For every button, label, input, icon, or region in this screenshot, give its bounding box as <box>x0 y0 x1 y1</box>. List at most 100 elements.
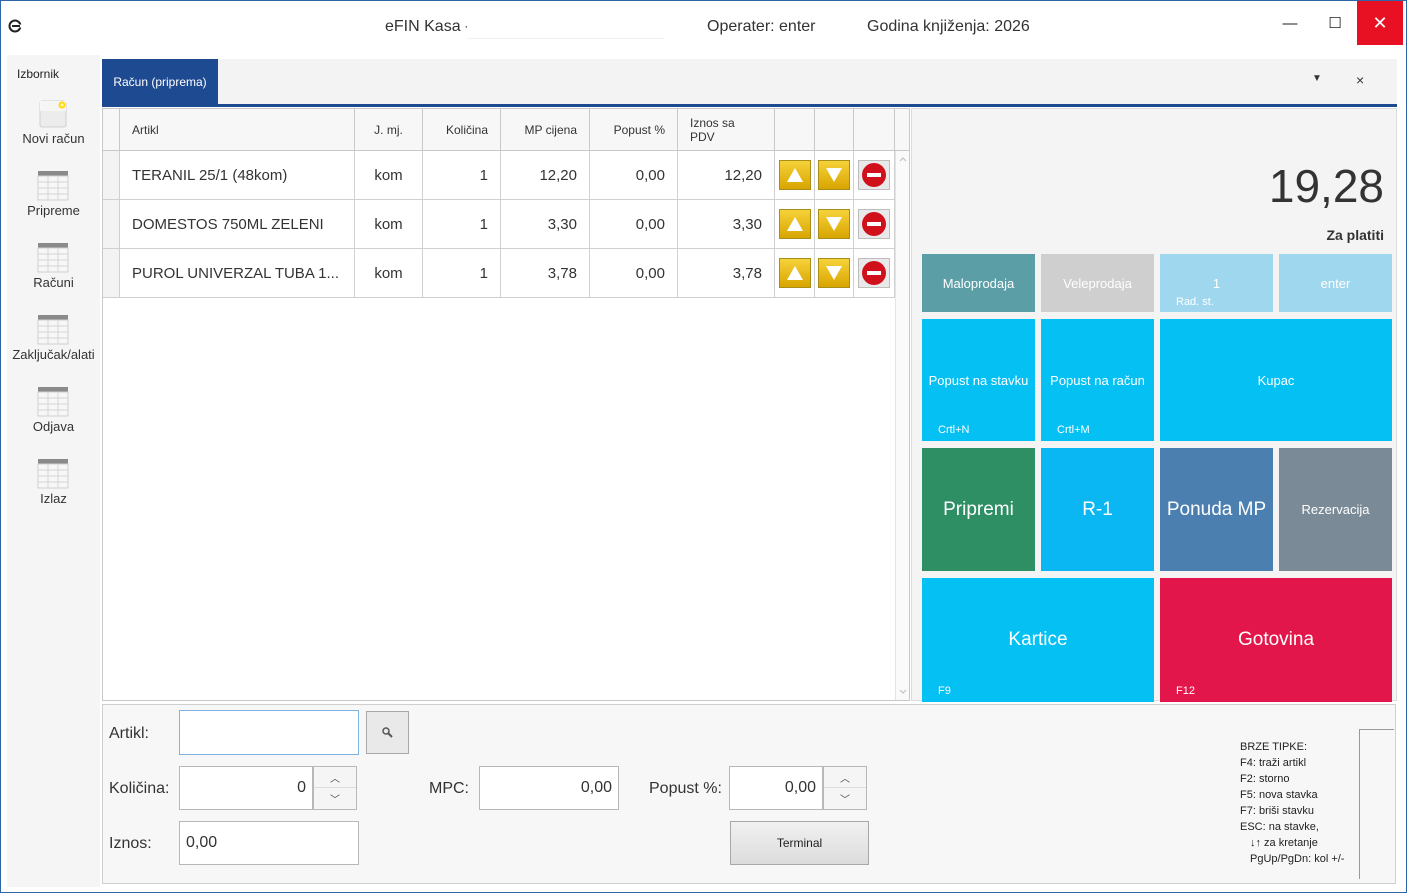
arrow-up-icon <box>787 217 803 231</box>
search-button[interactable] <box>366 711 409 754</box>
tile-label: Ponuda MP <box>1166 498 1267 520</box>
gotovina-button[interactable]: Gotovina F12 <box>1160 578 1392 702</box>
item-input-panel: Artikl: Količina: 0 ︿ ﹀ MPC: 0,00 Popust… <box>102 704 1396 884</box>
tile-label: Popust na stavku <box>928 372 1029 388</box>
row-selector[interactable] <box>103 151 120 199</box>
arrow-up-icon <box>787 168 803 182</box>
chevron-up-icon[interactable]: ︿ <box>314 767 356 788</box>
column-header-artikl[interactable]: Artikl <box>120 109 355 151</box>
cell-delete <box>854 151 895 199</box>
window-title: eFIN Kasa - <box>385 18 471 35</box>
hotkeys-line: F5: nova stavka <box>1240 789 1318 801</box>
tile-label: Gotovina <box>1237 629 1315 650</box>
arrow-down-icon <box>826 217 842 231</box>
popust-input[interactable]: 0,00 <box>729 766 823 810</box>
row-selector[interactable] <box>103 249 120 297</box>
quantity-down-button[interactable] <box>818 258 850 288</box>
kupac-button[interactable]: Kupac <box>1160 319 1392 441</box>
maloprodaja-button[interactable]: Maloprodaja <box>922 254 1035 312</box>
sidebar-item-label: Novi račun <box>22 131 85 146</box>
sidebar-item-novi-racun[interactable]: Novi račun <box>7 97 100 165</box>
tile-label: Rezervacija <box>1301 502 1370 517</box>
pripremi-button[interactable]: Pripremi <box>922 448 1035 571</box>
minimize-button[interactable]: — <box>1282 14 1298 32</box>
delete-item-button[interactable] <box>858 209 890 239</box>
chevron-down-icon[interactable]: ﹀ <box>840 795 850 806</box>
kolicina-stepper[interactable]: ︿ ﹀ <box>313 766 357 810</box>
rad-st-label: Rad. st. <box>1176 296 1214 308</box>
total-label: Za platiti <box>1326 227 1384 243</box>
scroll-down-icon[interactable] <box>896 686 910 698</box>
mpc-input[interactable]: 0,00 <box>479 766 619 810</box>
cell-jmj: kom <box>355 249 423 297</box>
artikl-label: Artikl: <box>109 725 149 742</box>
hotkeys-frame <box>1359 729 1394 879</box>
hotkeys-line: PgUp/PgDn: kol +/- <box>1250 853 1345 865</box>
chevron-up-icon[interactable]: ︿ <box>824 767 866 788</box>
tile-label: Kartice <box>1008 629 1068 650</box>
popust-na-racun-button[interactable]: Popust na račun Crtl+M <box>1041 319 1154 441</box>
hotkeys-line: BRZE TIPKE: <box>1240 741 1308 753</box>
maximize-button[interactable]: ☐ <box>1328 15 1342 32</box>
quantity-up-button[interactable] <box>779 209 811 239</box>
tile-label: Kupac <box>1257 372 1295 388</box>
cell-down <box>815 151 854 199</box>
cell-up <box>775 200 815 248</box>
total-amount: 19,28 <box>1268 160 1384 212</box>
operator-button[interactable]: enter <box>1279 254 1392 312</box>
r1-button[interactable]: R-1 <box>1041 448 1154 571</box>
tile-label: enter <box>1320 275 1351 291</box>
delete-item-button[interactable] <box>858 258 890 288</box>
tab-underline <box>102 104 1397 107</box>
table-row[interactable]: DOMESTOS 750ML ZELENI kom 1 3,30 0,00 3,… <box>103 200 895 249</box>
sidebar-item-pripreme[interactable]: Pripreme <box>7 169 100 237</box>
table-row[interactable]: PUROL UNIVERZAL TUBA 1... kom 1 3,78 0,0… <box>103 249 895 298</box>
rezervacija-button[interactable]: Rezervacija <box>1279 448 1392 571</box>
column-header-jmj[interactable]: J. mj. <box>355 109 423 151</box>
terminal-button[interactable]: Terminal <box>730 821 869 865</box>
cell-artikl: TERANIL 25/1 (48kom) <box>120 151 355 199</box>
column-header-iznos[interactable]: Iznos sa PDV <box>678 109 775 151</box>
iznos-input[interactable]: 0,00 <box>179 821 359 865</box>
tab-racun-priprema[interactable]: Račun (priprema) <box>102 59 218 104</box>
kolicina-input[interactable]: 0 <box>179 766 313 810</box>
sidebar-item-label: Odjava <box>32 419 75 434</box>
sidebar-item-izlaz[interactable]: Izlaz <box>7 457 100 525</box>
kartice-button[interactable]: Kartice F9 <box>922 578 1154 702</box>
veleprodaja-button[interactable]: Veleprodaja <box>1041 254 1154 312</box>
quantity-down-button[interactable] <box>818 209 850 239</box>
close-window-button[interactable]: ✕ <box>1357 1 1403 45</box>
scroll-up-icon[interactable] <box>896 153 910 165</box>
cell-down <box>815 200 854 248</box>
grid-header: Artikl J. mj. Količina MP cijena Popust … <box>103 109 909 151</box>
column-header-kolicina[interactable]: Količina <box>423 109 501 151</box>
popust-na-stavku-button[interactable]: Popust na stavku Crtl+N <box>922 319 1035 441</box>
popust-stepper[interactable]: ︿ ﹀ <box>823 766 867 810</box>
cell-mp-cijena: 3,78 <box>501 249 590 297</box>
chevron-down-icon[interactable]: ﹀ <box>330 795 340 806</box>
ponuda-mp-button[interactable]: Ponuda MP <box>1160 448 1273 571</box>
column-header-mp-cijena[interactable]: MP cijena <box>501 109 590 151</box>
row-selector[interactable] <box>103 200 120 248</box>
rad-st-button[interactable]: 1 Rad. st. <box>1160 254 1273 312</box>
quantity-up-button[interactable] <box>779 160 811 190</box>
booking-year-label: Godina knjiženja: 2026 <box>867 18 1030 35</box>
shortcut-label: Crtl+N <box>938 424 970 436</box>
artikl-input[interactable] <box>179 710 359 755</box>
tab-dropdown-icon[interactable]: ▼ <box>1312 73 1322 84</box>
cell-popust: 0,00 <box>590 200 678 248</box>
quantity-down-button[interactable] <box>818 160 850 190</box>
quantity-up-button[interactable] <box>779 258 811 288</box>
table-row[interactable]: TERANIL 25/1 (48kom) kom 1 12,20 0,00 12… <box>103 151 895 200</box>
sidebar-item-racuni[interactable]: Računi <box>7 241 100 309</box>
tab-close-icon[interactable]: × <box>1356 72 1365 88</box>
sidebar-item-zakljucak[interactable]: Zaključak/alati <box>7 313 100 381</box>
grid-scrollbar[interactable] <box>895 151 909 700</box>
sidebar-item-odjava[interactable]: Odjava <box>7 385 100 453</box>
sidebar-item-label: Pripreme <box>27 203 80 218</box>
column-header-popust[interactable]: Popust % <box>590 109 678 151</box>
mpc-label: MPC: <box>429 780 469 797</box>
table-icon <box>37 459 69 489</box>
delete-item-button[interactable] <box>858 160 890 190</box>
